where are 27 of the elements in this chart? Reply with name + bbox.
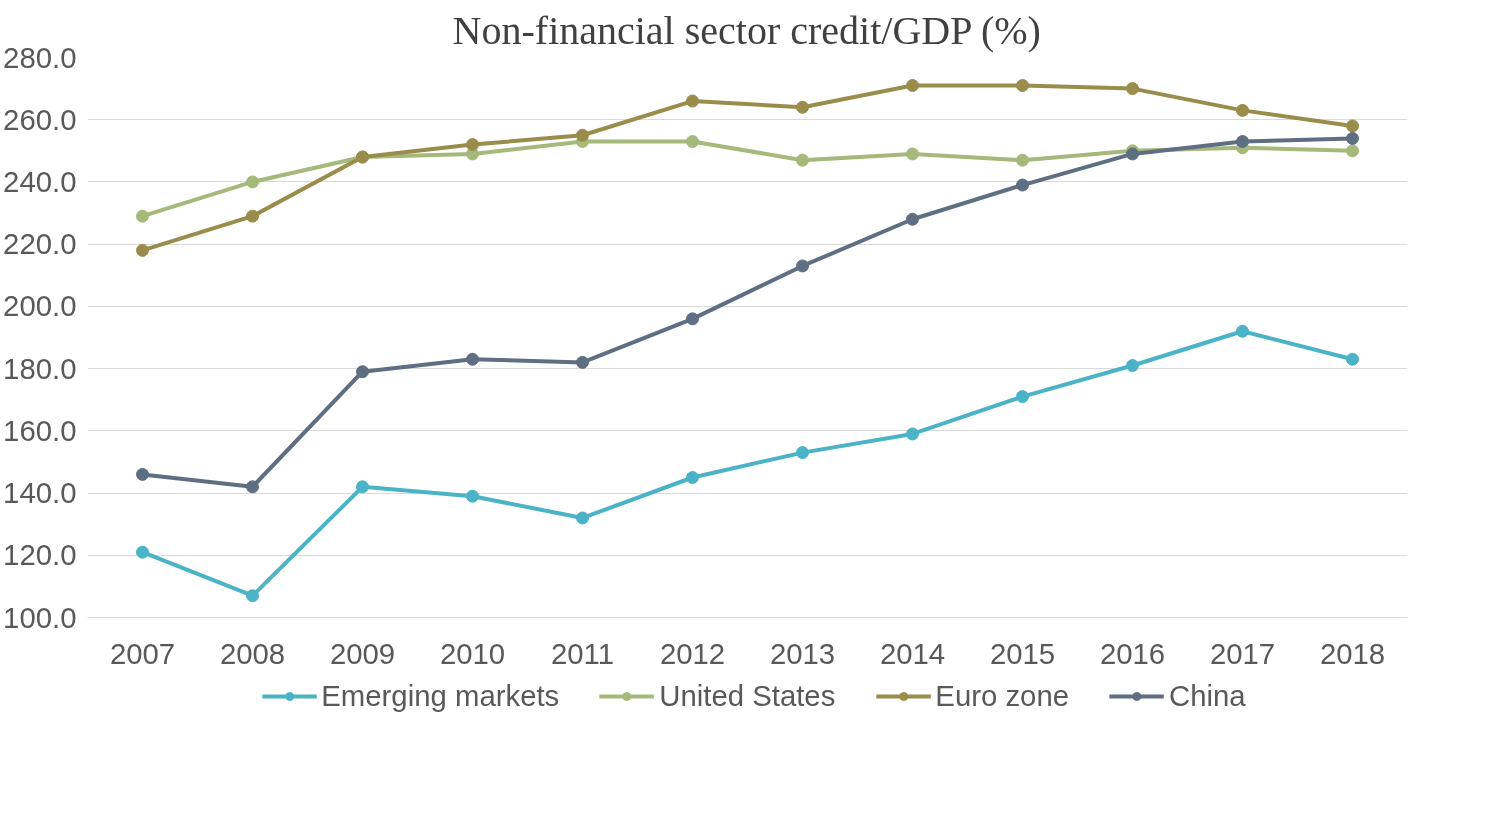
y-tick-label: 120.0 xyxy=(3,538,77,572)
x-tick-label: 2009 xyxy=(329,636,396,670)
chart-title: Non-financial sector credit/GDP (%) xyxy=(452,7,1041,53)
x-tick-label: 2014 xyxy=(879,636,946,670)
legend-label: China xyxy=(1169,679,1246,713)
legend-label: United States xyxy=(659,679,836,713)
x-tick-label: 2011 xyxy=(550,636,615,670)
x-tick-label: 2008 xyxy=(219,636,286,670)
y-tick-label: 240.0 xyxy=(3,164,77,198)
x-tick-label: 2016 xyxy=(1099,636,1166,670)
x-tick-label: 2010 xyxy=(439,636,506,670)
y-tick-label: 180.0 xyxy=(3,351,77,385)
y-tick-label: 140.0 xyxy=(3,476,77,510)
y-tick-label: 280.0 xyxy=(3,40,77,74)
y-tick-label: 160.0 xyxy=(3,413,77,447)
x-tick-label: 2007 xyxy=(109,636,176,670)
x-tick-label: 2017 xyxy=(1209,636,1276,670)
y-tick-label: 260.0 xyxy=(3,102,77,136)
y-tick-label: 100.0 xyxy=(3,600,77,634)
legend-label: Euro zone xyxy=(935,679,1070,713)
x-tick-label: 2015 xyxy=(989,636,1056,670)
y-tick-label: 200.0 xyxy=(3,289,77,323)
x-tick-label: 2012 xyxy=(659,636,726,670)
y-tick-label: 220.0 xyxy=(3,227,77,261)
x-tick-label: 2013 xyxy=(769,636,836,670)
legend-label: Emerging markets xyxy=(321,679,560,713)
x-tick-label: 2018 xyxy=(1319,636,1386,670)
